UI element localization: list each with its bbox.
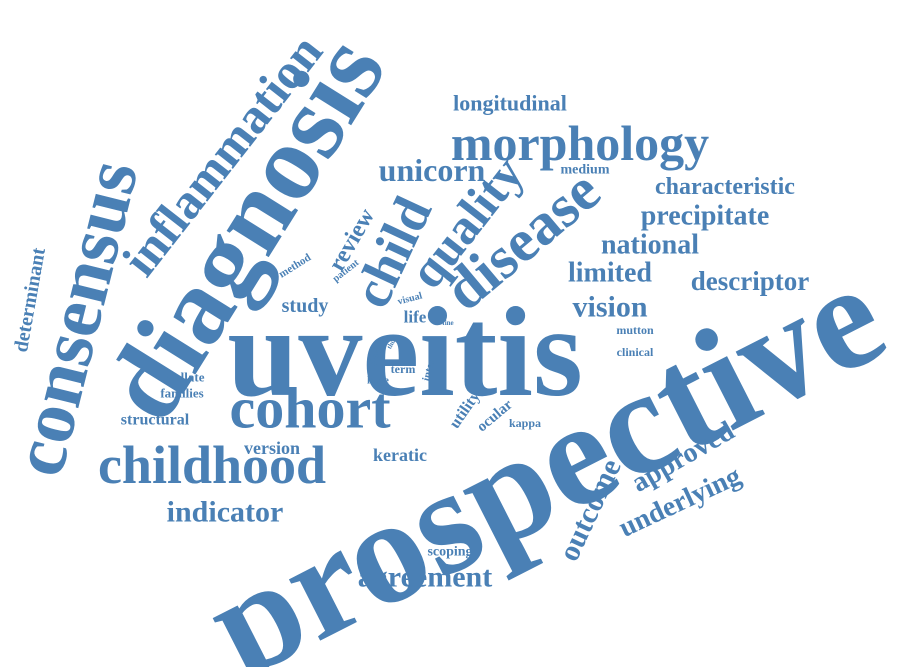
word: characteristic — [655, 174, 795, 200]
word: structural — [121, 412, 190, 429]
word: clinical — [617, 345, 654, 359]
word: uveitis — [227, 281, 583, 423]
word: version — [244, 438, 300, 458]
word: longitudinal — [453, 91, 567, 116]
word: stellate — [166, 370, 205, 385]
word: national — [601, 230, 699, 261]
word: cohort — [229, 376, 391, 441]
word: precipitate — [641, 201, 770, 232]
word: childhood — [98, 435, 326, 495]
word: unicorn — [379, 152, 486, 188]
word: descriptor — [691, 266, 809, 296]
word: inter — [420, 357, 437, 382]
word: families — [160, 386, 203, 401]
word: keratic — [373, 445, 427, 465]
word: life — [404, 308, 427, 327]
word: fine — [442, 319, 453, 327]
word: agreement — [358, 561, 492, 594]
word: indicator — [167, 496, 284, 529]
word: vision — [572, 291, 647, 324]
word: term — [391, 362, 416, 376]
word: limited — [568, 258, 652, 289]
word: kappa — [509, 416, 541, 430]
word: scoping — [427, 545, 472, 560]
word: study — [282, 295, 329, 317]
word: morphology — [451, 115, 709, 171]
word: medium — [561, 163, 610, 178]
word: mutton — [616, 323, 654, 337]
word: large — [367, 376, 389, 387]
